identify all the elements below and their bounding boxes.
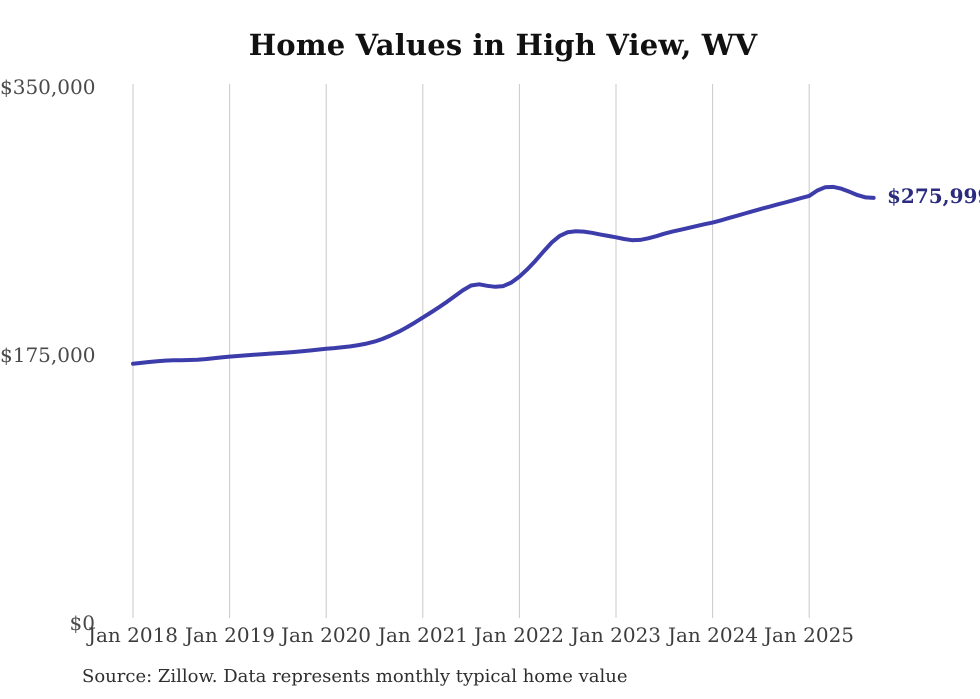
latest-value-label: $275,999 [887, 184, 980, 208]
y-tick-label: $175,000 [0, 343, 96, 367]
y-tick-label: $0 [69, 611, 95, 635]
x-tick-label: Jan 2021 [377, 623, 469, 647]
y-tick-label: $350,000 [0, 75, 96, 99]
x-tick-label: Jan 2025 [763, 623, 855, 647]
source-attribution: Source: Zillow. Data represents monthly … [82, 666, 628, 687]
x-tick-label: Jan 2022 [473, 623, 565, 647]
gridlines-group [132, 84, 810, 618]
x-tick-label: Jan 2023 [570, 623, 662, 647]
chart-title: Home Values in High View, WV [248, 28, 758, 62]
x-tick-label: Jan 2020 [280, 623, 372, 647]
x-tick-label: Jan 2018 [87, 623, 179, 647]
x-tick-label: Jan 2019 [184, 623, 276, 647]
x-tick-label: Jan 2024 [667, 623, 759, 647]
home-value-line [131, 184, 876, 366]
